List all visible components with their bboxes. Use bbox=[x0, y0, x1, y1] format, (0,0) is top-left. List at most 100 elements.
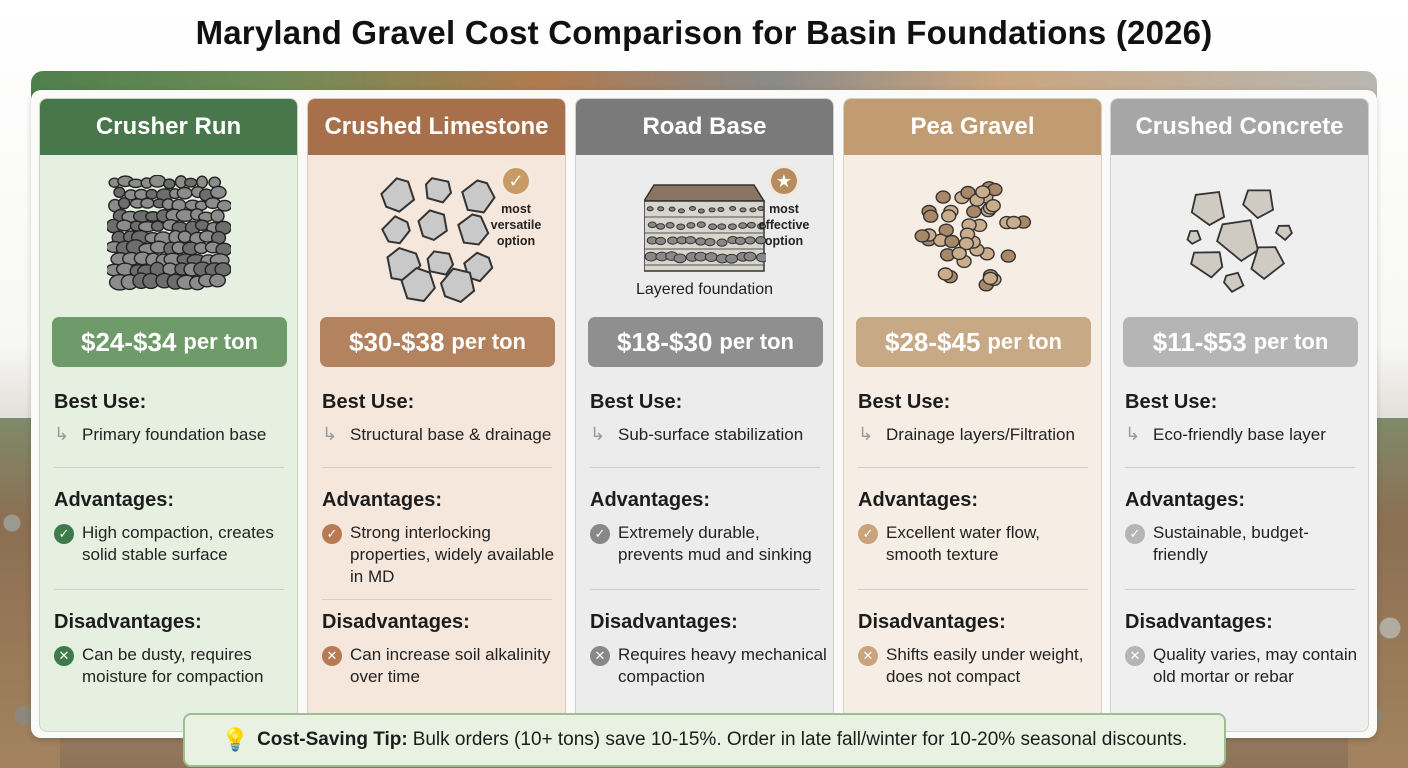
divider bbox=[1125, 589, 1355, 590]
advantages-section: Advantages: ✓ High compaction, creates s… bbox=[54, 489, 292, 566]
disadvantages-text: Can increase soil alkalinity over time bbox=[350, 645, 551, 686]
divider bbox=[54, 589, 284, 590]
advantages-section: Advantages: ✓ Extremely durable, prevent… bbox=[590, 489, 828, 566]
best-use-heading: Best Use: bbox=[322, 391, 415, 413]
return-arrow-icon: ↳ bbox=[858, 424, 874, 444]
disadvantages-heading: Disadvantages: bbox=[322, 611, 470, 633]
card-crushed-concrete: Crushed Concrete $11-$53 per ton Best Us… bbox=[1110, 98, 1369, 732]
divider bbox=[322, 599, 552, 600]
price-unit: per ton bbox=[987, 329, 1062, 354]
best-use-text: Structural base & drainage bbox=[350, 425, 552, 444]
disadvantages-section: Disadvantages: ✕ Requires heavy mechanic… bbox=[590, 611, 828, 688]
divider bbox=[858, 467, 1088, 468]
price-pill: $30-$38 per ton bbox=[320, 317, 555, 367]
price-unit: per ton bbox=[1253, 329, 1329, 354]
disadvantages-section: Disadvantages: ✕ Shifts easily under wei… bbox=[858, 611, 1096, 688]
check-circle-icon: ✓ bbox=[1125, 524, 1145, 544]
return-arrow-icon: ↳ bbox=[54, 424, 70, 444]
card-crushed-limestone: Crushed Limestone ✓ most versatile optio… bbox=[307, 98, 566, 732]
divider bbox=[322, 467, 552, 468]
check-circle-icon: ✓ bbox=[322, 524, 342, 544]
advantages-text: Extremely durable, prevents mud and sink… bbox=[618, 523, 812, 564]
price-unit: per ton bbox=[719, 329, 794, 354]
best-use-section: Best Use: ↳ Drainage layers/Filtration bbox=[858, 391, 1096, 446]
badge: ✓ most versatile option bbox=[481, 165, 551, 249]
tip-label: Cost-Saving Tip: bbox=[257, 729, 408, 750]
disadvantages-section: Disadvantages: ✕ Can increase soil alkal… bbox=[322, 611, 560, 688]
return-arrow-icon: ↳ bbox=[590, 424, 606, 444]
card-crusher-run: Crusher Run $24-$34 per ton Best Use: ↳ … bbox=[39, 98, 298, 732]
price-pill: $28-$45 per ton bbox=[856, 317, 1091, 367]
crusher-run-illustration bbox=[40, 165, 297, 335]
check-circle-icon: ✓ bbox=[858, 524, 878, 544]
best-use-text: Primary foundation base bbox=[82, 425, 267, 444]
advantages-section: Advantages: ✓ Sustainable, budget-friend… bbox=[1125, 489, 1363, 566]
advantages-heading: Advantages: bbox=[590, 489, 711, 511]
best-use-section: Best Use: ↳ Primary foundation base bbox=[54, 391, 292, 446]
road-base-illustration bbox=[576, 165, 833, 335]
advantages-text: Sustainable, budget-friendly bbox=[1153, 523, 1309, 564]
best-use-heading: Best Use: bbox=[590, 391, 683, 413]
page-title: Maryland Gravel Cost Comparison for Basi… bbox=[195, 14, 1213, 51]
badge: ★ most effective option bbox=[749, 165, 819, 249]
crushed-concrete-illustration bbox=[1111, 165, 1368, 335]
advantages-text: Strong interlocking properties, widely a… bbox=[350, 523, 555, 586]
disadvantages-text: Quality varies, may contain old mortar o… bbox=[1153, 645, 1358, 686]
disadvantages-text: Shifts easily under weight, does not com… bbox=[886, 645, 1084, 686]
star-badge-icon: ★ bbox=[768, 165, 800, 197]
advantages-heading: Advantages: bbox=[1125, 489, 1246, 511]
price-range: $24-$34 bbox=[81, 326, 177, 357]
disadvantages-section: Disadvantages: ✕ Quality varies, may con… bbox=[1125, 611, 1363, 688]
x-circle-icon: ✕ bbox=[590, 646, 610, 666]
check-circle-icon: ✓ bbox=[590, 524, 610, 544]
price-unit: per ton bbox=[183, 329, 258, 354]
best-use-section: Best Use: ↳ Structural base & drainage bbox=[322, 391, 560, 446]
best-use-text: Drainage layers/Filtration bbox=[886, 425, 1075, 444]
pea-gravel-illustration bbox=[844, 165, 1101, 335]
advantages-heading: Advantages: bbox=[54, 489, 175, 511]
card-road-base: Road Base ★ most effective option Layere… bbox=[575, 98, 834, 732]
price-unit: per ton bbox=[451, 329, 526, 354]
divider bbox=[1125, 467, 1355, 468]
advantages-heading: Advantages: bbox=[322, 489, 443, 511]
tip-text: Bulk orders (10+ tons) save 10-15%. Orde… bbox=[412, 729, 1188, 750]
badge-text: most versatile option bbox=[490, 202, 542, 248]
best-use-heading: Best Use: bbox=[54, 391, 147, 413]
cost-saving-tip: 💡 Cost-Saving Tip: Bulk orders (10+ tons… bbox=[183, 713, 1226, 767]
advantages-section: Advantages: ✓ Strong interlocking proper… bbox=[322, 489, 560, 588]
best-use-section: Best Use: ↳ Sub-surface stabilization bbox=[590, 391, 828, 446]
card-title: Crushed Limestone bbox=[308, 99, 565, 155]
best-use-text: Sub-surface stabilization bbox=[618, 425, 804, 444]
check-circle-icon: ✓ bbox=[54, 524, 74, 544]
return-arrow-icon: ↳ bbox=[322, 424, 338, 444]
advantages-text: Excellent water flow, smooth texture bbox=[886, 523, 1041, 564]
x-circle-icon: ✕ bbox=[1125, 646, 1145, 666]
card-pea-gravel: Pea Gravel $28-$45 per ton Best Use: ↳ D… bbox=[843, 98, 1102, 732]
disadvantages-heading: Disadvantages: bbox=[590, 611, 738, 633]
price-pill: $18-$30 per ton bbox=[588, 317, 823, 367]
check-badge-icon: ✓ bbox=[500, 165, 532, 197]
illustration-caption: Layered foundation bbox=[636, 281, 773, 298]
price-pill: $24-$34 per ton bbox=[52, 317, 287, 367]
x-circle-icon: ✕ bbox=[322, 646, 342, 666]
crushed-limestone-illustration bbox=[308, 165, 565, 335]
disadvantages-text: Requires heavy mechanical compaction bbox=[618, 645, 827, 686]
card-title: Crushed Concrete bbox=[1111, 99, 1368, 155]
divider bbox=[858, 589, 1088, 590]
disadvantages-heading: Disadvantages: bbox=[1125, 611, 1273, 633]
lightbulb-icon: 💡 bbox=[221, 727, 250, 752]
x-circle-icon: ✕ bbox=[54, 646, 74, 666]
best-use-heading: Best Use: bbox=[1125, 391, 1218, 413]
divider bbox=[54, 467, 284, 468]
price-range: $28-$45 bbox=[885, 326, 981, 357]
advantages-heading: Advantages: bbox=[858, 489, 979, 511]
x-circle-icon: ✕ bbox=[858, 646, 878, 666]
advantages-text: High compaction, creates solid stable su… bbox=[82, 523, 274, 564]
best-use-section: Best Use: ↳ Eco-friendly base layer bbox=[1125, 391, 1363, 446]
badge-text: most effective option bbox=[758, 202, 810, 248]
card-title: Crusher Run bbox=[40, 99, 297, 155]
divider bbox=[590, 467, 820, 468]
disadvantages-text: Can be dusty, requires moisture for comp… bbox=[82, 645, 264, 686]
disadvantages-section: Disadvantages: ✕ Can be dusty, requires … bbox=[54, 611, 292, 688]
return-arrow-icon: ↳ bbox=[1125, 424, 1141, 444]
